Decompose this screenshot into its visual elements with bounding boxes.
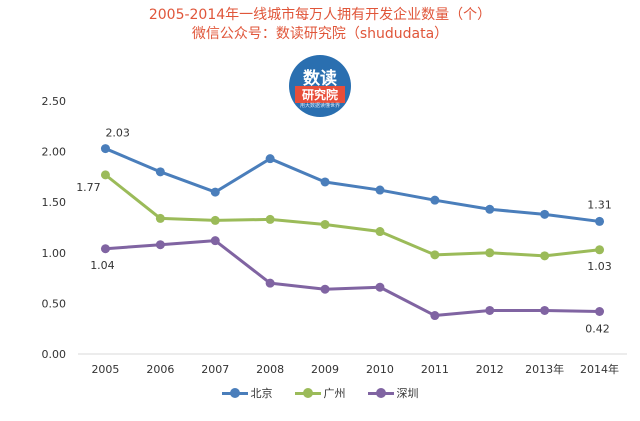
data-point [595, 306, 605, 316]
logo-text-line3: 用大数据读懂世界 [299, 103, 340, 109]
data-label: 1.04 [90, 259, 115, 272]
data-label: 1.77 [76, 181, 101, 194]
legend-label: 北京 [250, 387, 273, 400]
x-tick-label: 2005 [91, 363, 119, 376]
data-point [320, 219, 330, 229]
data-point [155, 213, 165, 223]
data-point [265, 214, 275, 224]
data-point [540, 251, 550, 261]
logo-text-line2: 研究院 [295, 86, 345, 103]
data-point [100, 170, 110, 180]
data-point [595, 216, 605, 226]
y-tick-label: 2.00 [42, 146, 67, 159]
data-label: 1.03 [587, 260, 612, 273]
data-point [155, 167, 165, 177]
y-tick-label: 1.50 [42, 196, 67, 209]
x-tick-label: 2008 [256, 363, 284, 376]
data-point [375, 185, 385, 195]
x-tick-label: 2010 [366, 363, 394, 376]
chart-subtitle: 微信公众号：数读研究院（shududata） [191, 26, 449, 42]
legend-swatch [367, 388, 394, 398]
data-point [540, 305, 550, 315]
series-line-1 [103, 173, 602, 258]
data-point [430, 250, 440, 260]
x-tick-label: 2013年 [525, 362, 564, 376]
data-label: 1.31 [587, 198, 612, 211]
y-tick-label: 1.00 [42, 247, 67, 260]
data-point [485, 305, 495, 315]
x-tick-label: 2009 [311, 363, 339, 376]
data-label: 0.42 [585, 322, 610, 335]
data-point [485, 248, 495, 258]
x-tick-label: 2014年 [580, 362, 619, 376]
data-point [265, 278, 275, 288]
series-line-2 [103, 239, 602, 318]
legend-item: 深圳 [367, 385, 419, 401]
legend-swatch [221, 388, 248, 398]
data-point [320, 177, 330, 187]
chart-legend: 北京 广州 深圳 [0, 385, 640, 401]
data-point [540, 209, 550, 219]
legend-swatch [294, 388, 321, 398]
y-tick-label: 2.50 [42, 95, 67, 108]
data-point [265, 154, 275, 164]
legend-item: 北京 [221, 385, 273, 401]
data-point [210, 236, 220, 246]
series-line-0 [103, 147, 602, 223]
x-tick-label: 2011 [421, 363, 449, 376]
legend-label: 广州 [323, 387, 346, 400]
legend-item: 广州 [294, 385, 346, 401]
data-point [155, 240, 165, 250]
data-point [375, 227, 385, 237]
y-tick-label: 0.50 [42, 297, 67, 310]
shudu-logo: 数读 研究院 用大数据读懂世界 [289, 55, 351, 117]
data-point [595, 245, 605, 255]
data-point [100, 144, 110, 154]
x-tick-label: 2007 [201, 363, 229, 376]
data-point [430, 311, 440, 321]
data-point [485, 204, 495, 214]
legend-label: 深圳 [396, 387, 419, 400]
x-tick-label: 2006 [146, 363, 174, 376]
chart-title: 2005-2014年一线城市每万人拥有开发企业数量（个） [148, 7, 492, 23]
y-tick-label: 0.00 [42, 348, 67, 361]
data-label: 2.03 [105, 127, 130, 140]
x-tick-label: 2012 [476, 363, 504, 376]
data-point [210, 215, 220, 225]
data-point [210, 187, 220, 197]
data-point [320, 284, 330, 294]
logo-text-line1: 数读 [303, 69, 337, 89]
data-point [430, 195, 440, 205]
data-point [375, 282, 385, 292]
data-point [100, 244, 110, 254]
